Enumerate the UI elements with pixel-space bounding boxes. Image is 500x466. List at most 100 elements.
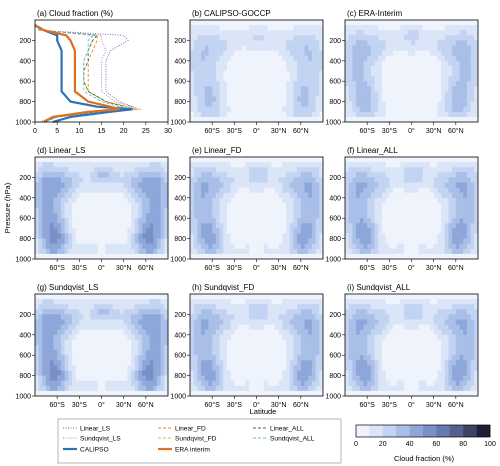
heatmap-cell [249,172,254,178]
heatmap-cell [374,30,379,36]
heatmap-cell [190,202,195,209]
heatmap-cell [164,319,169,325]
heatmap-cell [400,162,405,168]
heatmap-cell [119,314,125,320]
heatmap-cell [433,35,438,41]
heatmap-cell [418,202,423,209]
heatmap-cell [319,91,324,97]
heatmap-cell [134,218,139,224]
heatmap-cell [208,162,213,168]
heatmap-cell [190,182,195,188]
heatmap-cell [60,167,65,173]
heatmap-cell [116,213,121,219]
heatmap-cell [426,111,431,118]
heatmap-cell [79,213,84,219]
heatmap-cell [241,71,246,77]
heatmap-cell [68,370,73,376]
heatmap-cell [407,172,412,178]
heatmap-cell [212,238,217,245]
heatmap-cell [396,20,401,26]
heatmap-cell [245,334,250,341]
heatmap-cell [415,60,420,67]
heatmap-cell [112,365,117,371]
heatmap-cell [238,60,243,67]
heatmap-cell [212,182,217,188]
heatmap-cell [407,223,412,229]
heatmap-cell [131,223,136,229]
heatmap-cell [274,294,280,300]
heatmap-cell [260,162,265,168]
heatmap-cell [245,91,250,97]
heatmap-cell [404,208,409,214]
panel-title: (a) Cloud fraction (%) [37,9,113,18]
heatmap-cell [46,299,51,305]
heatmap-cell [304,96,309,102]
heatmap-cell [311,294,317,300]
heatmap-cell [459,197,464,204]
y-tick-label: 600 [19,79,31,86]
heatmap-cell [142,238,147,245]
heatmap-cell [308,350,313,356]
heatmap-cell [68,172,73,178]
heatmap-cell [411,71,416,77]
heatmap-cell [164,197,169,204]
heatmap-cell [455,71,460,77]
heatmap-cell [49,238,54,245]
heatmap-cell [201,218,206,224]
heatmap-cell [319,304,324,310]
heatmap-cell [193,233,198,239]
heatmap-cell [415,111,420,118]
heatmap-cell [160,355,165,361]
heatmap-cell [164,355,169,361]
heatmap-cell [252,167,257,173]
heatmap-cell [215,111,220,118]
heatmap-cell [263,238,268,245]
heatmap-cell [293,355,298,361]
heatmap-cell [282,334,287,341]
heatmap-cell [411,35,416,41]
heatmap-cell [459,223,464,229]
heatmap-cell [385,65,390,72]
heatmap-cell [193,20,198,26]
heatmap-cell [404,101,409,108]
heatmap-cell [466,111,472,118]
x-tick-label: 60°N [448,264,464,272]
heatmap-cell [352,228,357,234]
heatmap-cell [153,334,158,341]
heatmap-cell [42,380,47,387]
heatmap-cell [153,370,158,376]
heatmap-cell [319,345,324,351]
heatmap-cell [212,60,217,67]
heatmap-cell [459,65,464,72]
heatmap-cell [83,314,88,320]
heatmap-cell [278,157,283,163]
heatmap-cell [131,360,136,366]
heatmap-cell [422,192,427,199]
heatmap-cell [286,172,291,178]
heatmap-cell [86,218,91,224]
heatmap-cell [441,35,446,41]
heatmap-cell [348,253,353,260]
heatmap-cell [300,309,305,315]
heatmap-cell [297,253,302,260]
heatmap-cell [348,111,353,118]
heatmap-cell [370,192,375,199]
heatmap-cell [297,208,302,214]
heatmap-cell [57,253,62,260]
heatmap-cell [105,208,110,214]
heatmap-cell [193,197,198,204]
heatmap-cell [300,76,305,82]
heatmap-cell [455,172,460,178]
heatmap-cell [400,233,405,239]
heatmap-cell [105,355,110,361]
heatmap-cell [466,253,472,260]
heatmap-cell [441,238,446,245]
heatmap-cell [474,218,479,224]
heatmap-cell [105,324,110,331]
heatmap-cell [212,81,217,87]
heatmap-cell [297,65,302,72]
heatmap-cell [282,55,287,62]
heatmap-cell [426,243,431,250]
heatmap-cell [308,111,313,118]
heatmap-cell [367,192,372,199]
